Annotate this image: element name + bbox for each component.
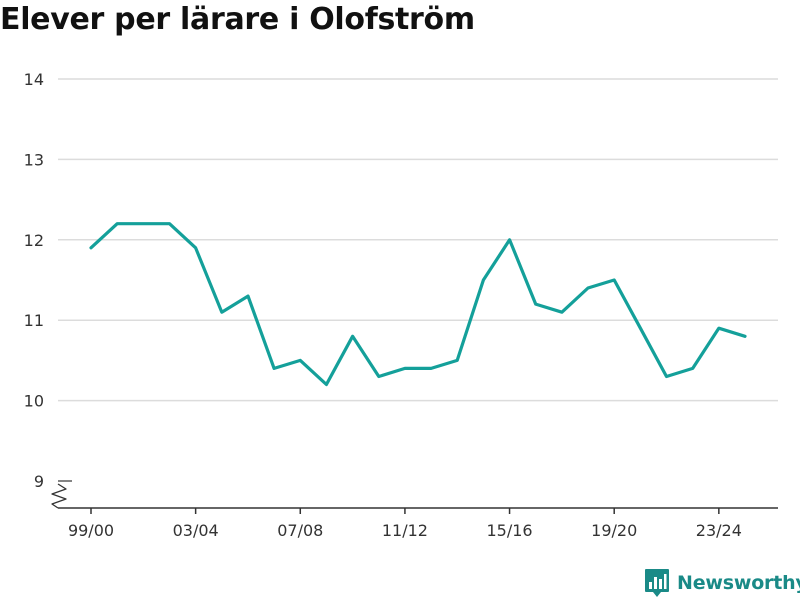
y-tick-label: 9 — [34, 472, 44, 491]
data-point — [141, 221, 146, 226]
data-point — [429, 366, 434, 371]
data-point — [272, 366, 277, 371]
bar-chart-pin-icon — [645, 569, 669, 597]
newsworthy-logo: Newsworthy — [644, 568, 800, 598]
data-point — [298, 358, 303, 363]
data-point — [716, 326, 721, 331]
data-point — [743, 334, 748, 339]
data-point — [402, 366, 407, 371]
x-tick-label: 07/08 — [277, 521, 323, 540]
chart-title: Elever per lärare i Olofström — [0, 2, 475, 37]
x-tick-label: 99/00 — [68, 521, 114, 540]
data-point — [115, 221, 120, 226]
data-point — [219, 310, 224, 315]
x-tick-label: 03/04 — [173, 521, 219, 540]
y-tick-label: 14 — [24, 70, 44, 89]
data-point — [167, 221, 172, 226]
x-tick-label: 11/12 — [382, 521, 428, 540]
data-point — [586, 286, 591, 291]
data-point — [481, 278, 486, 283]
series-layer — [89, 221, 748, 387]
data-point — [455, 358, 460, 363]
x-tick-label: 15/16 — [487, 521, 533, 540]
y-tick-label: 13 — [24, 150, 44, 169]
brand-name: Newsworthy — [677, 572, 800, 594]
x-axis: 99/00 03/04 07/08 11/12 15/16 19/20 23/24 — [51, 480, 778, 540]
data-point — [193, 245, 198, 250]
data-point — [612, 278, 617, 283]
data-point — [638, 326, 643, 331]
data-point — [245, 294, 250, 299]
data-point — [350, 334, 355, 339]
data-point — [376, 374, 381, 379]
gridlines — [58, 78, 778, 402]
data-point — [324, 382, 329, 387]
data-point — [559, 310, 564, 315]
data-point — [89, 245, 94, 250]
series-line — [89, 222, 747, 387]
data-point — [533, 302, 538, 307]
y-axis-ticks: 9 10 11 12 13 14 — [24, 70, 44, 491]
y-tick-label: 12 — [24, 231, 44, 250]
data-point — [690, 366, 695, 371]
data-point — [664, 374, 669, 379]
x-tick-label: 19/20 — [591, 521, 637, 540]
data-point — [507, 237, 512, 242]
axis-break-icon — [51, 483, 67, 509]
x-tick-label: 23/24 — [696, 521, 742, 540]
y-tick-label: 11 — [24, 311, 44, 330]
y-tick-label: 10 — [24, 392, 44, 411]
